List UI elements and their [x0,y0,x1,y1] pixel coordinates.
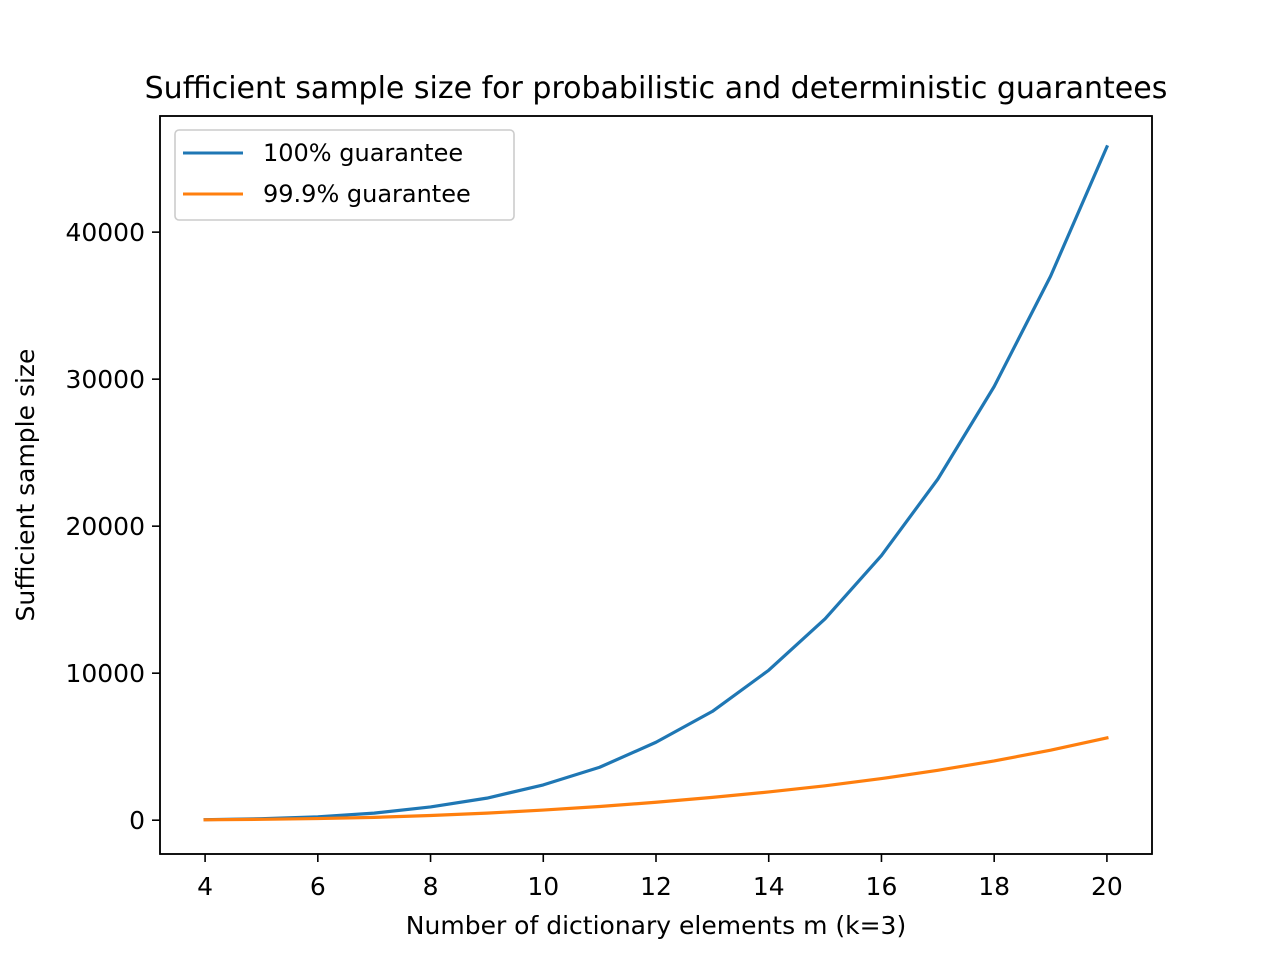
legend-label-100-guarantee: 100% guarantee [263,139,463,167]
y-tick-label: 30000 [65,365,145,394]
chart-title: Sufficient sample size for probabilistic… [145,71,1168,106]
x-tick-label: 4 [197,872,213,901]
y-axis-label: Sufficient sample size [11,349,40,622]
x-tick-label: 6 [310,872,326,901]
x-tick-label: 16 [866,872,898,901]
series-line-100-guarantee [203,144,1110,822]
series-line-99-9-guarantee [203,735,1109,822]
series-layer [203,144,1110,822]
x-tick-label: 14 [753,872,785,901]
x-tick-label: 20 [1091,872,1123,901]
y-tick-label: 20000 [65,512,145,541]
y-tick-label: 10000 [65,659,145,688]
legend-label-99-9-guarantee: 99.9% guarantee [263,180,471,208]
y-tick-label: 40000 [65,218,145,247]
legend: 100% guarantee 99.9% guarantee [174,129,515,221]
x-tick-label: 12 [640,872,672,901]
axes-frame [159,115,1153,855]
x-axis-label: Number of dictionary elements m (k=3) [406,911,906,940]
legend-box [174,129,515,221]
x-tick-label: 10 [527,872,559,901]
x-tick-label: 18 [978,872,1010,901]
x-axis-ticks: 4 6 8 10 12 14 16 18 20 [197,854,1123,901]
y-axis-ticks: 0 10000 20000 30000 40000 [65,218,160,835]
plot-area [159,115,1153,855]
x-tick-label: 8 [423,872,439,901]
y-tick-label: 0 [129,806,145,835]
